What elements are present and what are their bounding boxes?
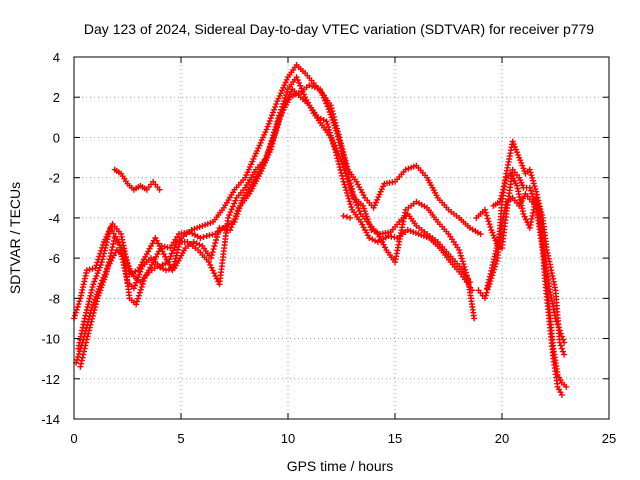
x-tick-label: 20 <box>495 431 509 446</box>
y-tick-label: -12 <box>41 372 60 387</box>
data-series <box>71 62 570 398</box>
plot-frame <box>73 56 610 420</box>
x-axis-label: GPS time / hours <box>287 458 394 474</box>
x-tick-label: 15 <box>388 431 402 446</box>
y-tick-label: -10 <box>41 332 60 347</box>
series-track-1 <box>71 62 484 322</box>
y-tick-label: -4 <box>48 211 60 226</box>
y-tick-label: -8 <box>48 291 60 306</box>
y-tick-label: -2 <box>48 171 60 186</box>
x-tick-label: 25 <box>602 431 616 446</box>
x-tick-label: 10 <box>281 431 295 446</box>
series-track-3 <box>73 82 473 366</box>
series-track-9 <box>490 170 565 398</box>
series-track-5 <box>111 166 354 221</box>
y-tick-label: -6 <box>48 251 60 266</box>
y-tick-label: 2 <box>53 90 60 105</box>
chart-title: Day 123 of 2024, Sidereal Day-to-day VTE… <box>84 21 594 37</box>
series-track-4 <box>77 86 475 370</box>
y-tick-label: -14 <box>41 412 60 427</box>
x-tick-label: 5 <box>177 431 184 446</box>
series-track-2 <box>75 74 478 352</box>
y-axis-label: SDTVAR / TECUs <box>7 182 23 294</box>
y-tick-label: 0 <box>53 130 60 145</box>
x-tick-label: 0 <box>70 431 77 446</box>
y-tick-label: 4 <box>53 50 60 65</box>
